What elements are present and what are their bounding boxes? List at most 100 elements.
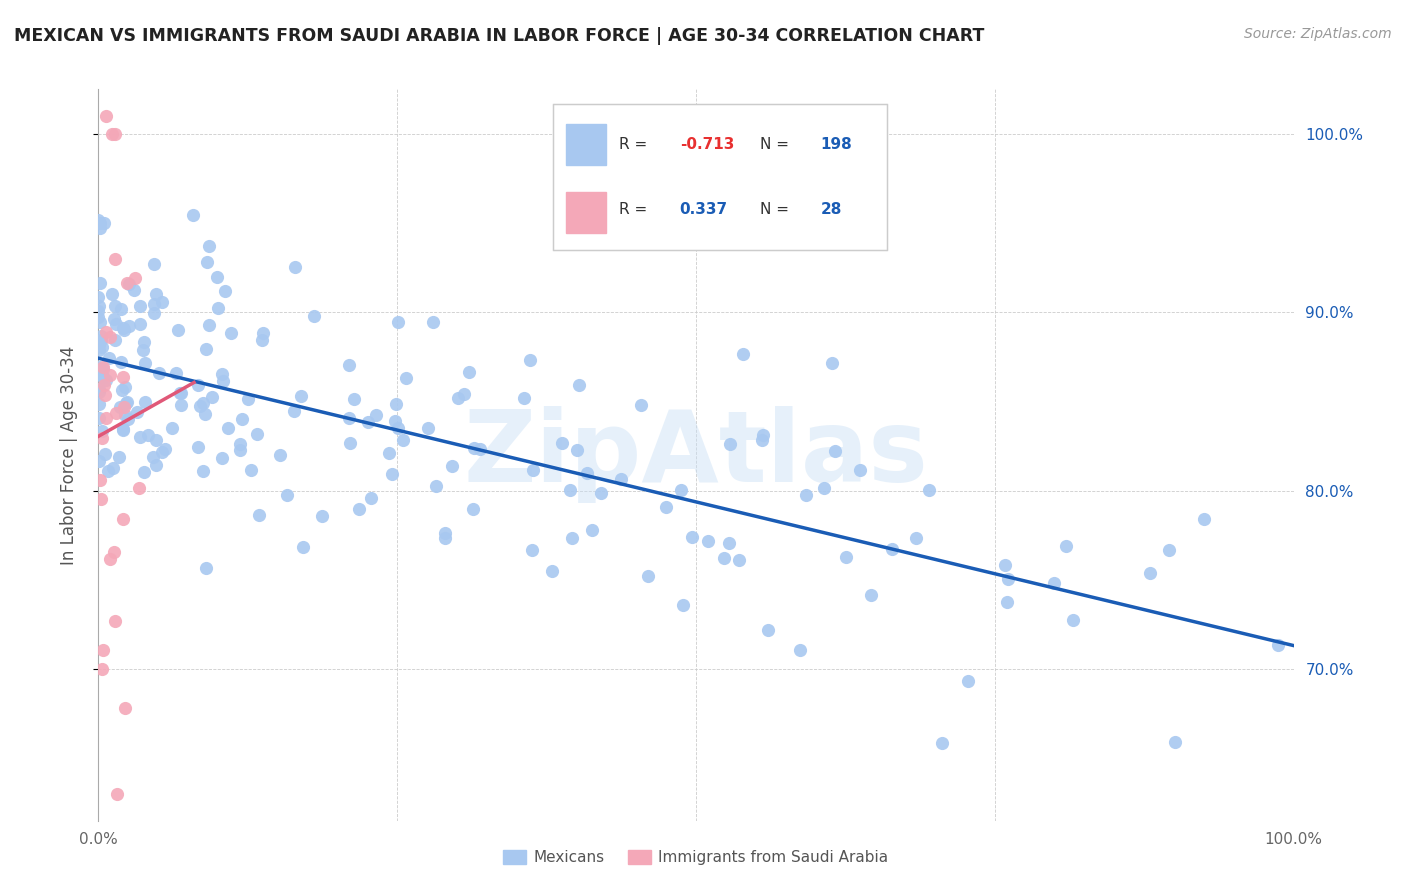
Point [160,421,183,435]
Point [105,787,128,801]
Y-axis label: In Labor Force | Age 30-34: In Labor Force | Age 30-34 [59,345,77,565]
Point [111,423,134,437]
Point [824,444,846,458]
Point [107,450,129,464]
Point [931,736,953,750]
Point [290,389,312,403]
Point [860,588,883,602]
Point [136,428,159,442]
Point [89,473,111,487]
Point [561,531,583,545]
Point [142,306,165,320]
Point [90,491,112,506]
Point [519,352,541,367]
Point [1159,543,1181,558]
Point [110,355,132,369]
Point [91,424,114,438]
Point [731,346,754,360]
Point [1139,566,1161,581]
Point [470,442,492,457]
Point [339,410,361,425]
Point [1054,539,1077,553]
Point [381,467,404,481]
Point [94,447,117,461]
Point [90,431,112,445]
Point [96,373,118,387]
Point [89,299,111,313]
Point [112,400,135,414]
Point [283,404,305,418]
Text: ZipAtlas: ZipAtlas [464,407,928,503]
Point [377,446,399,460]
Point [118,277,141,291]
Point [94,109,117,123]
Point [995,595,1018,609]
Point [93,369,115,384]
Point [395,371,418,385]
Point [1043,576,1066,591]
Point [228,443,250,458]
Point [198,318,221,333]
Point [197,239,219,253]
Point [134,395,156,409]
Point [112,422,135,436]
Point [87,310,110,325]
Point [115,276,138,290]
Point [98,368,121,382]
Point [214,284,236,298]
Point [98,551,121,566]
Point [89,315,111,329]
Point [905,532,928,546]
Point [236,392,259,406]
Point [101,461,124,475]
Point [339,436,361,450]
Point [212,374,235,388]
Point [713,550,735,565]
Point [835,549,858,564]
Point [360,491,382,505]
Text: Source: ZipAtlas.com: Source: ZipAtlas.com [1244,27,1392,41]
Point [540,564,562,578]
Point [250,333,273,347]
Point [187,440,209,454]
Point [150,294,173,309]
Point [98,330,121,344]
Point [115,395,138,409]
Point [551,435,574,450]
Point [143,257,166,271]
Point [422,315,444,329]
Point [433,531,456,545]
Point [114,396,136,410]
Point [195,342,218,356]
Point [118,318,141,333]
Point [169,386,191,401]
Point [111,384,134,398]
Point [581,523,603,537]
Point [104,333,127,347]
Point [269,448,291,462]
Point [104,406,127,420]
Point [718,437,741,451]
Point [292,540,315,554]
Point [849,463,872,477]
Point [103,311,125,326]
Point [246,426,269,441]
Point [87,290,110,304]
Point [87,337,110,351]
Point [89,453,111,467]
Point [1163,735,1185,749]
Point [89,277,111,291]
Point [150,445,173,459]
Point [134,465,156,479]
Point [433,526,456,541]
Point [112,323,135,337]
Point [93,387,115,401]
Point [195,255,218,269]
Point [112,321,135,335]
Point [90,329,112,343]
Point [718,536,741,550]
Point [366,408,388,422]
Point [672,598,695,612]
Point [697,533,720,548]
Point [630,398,652,412]
